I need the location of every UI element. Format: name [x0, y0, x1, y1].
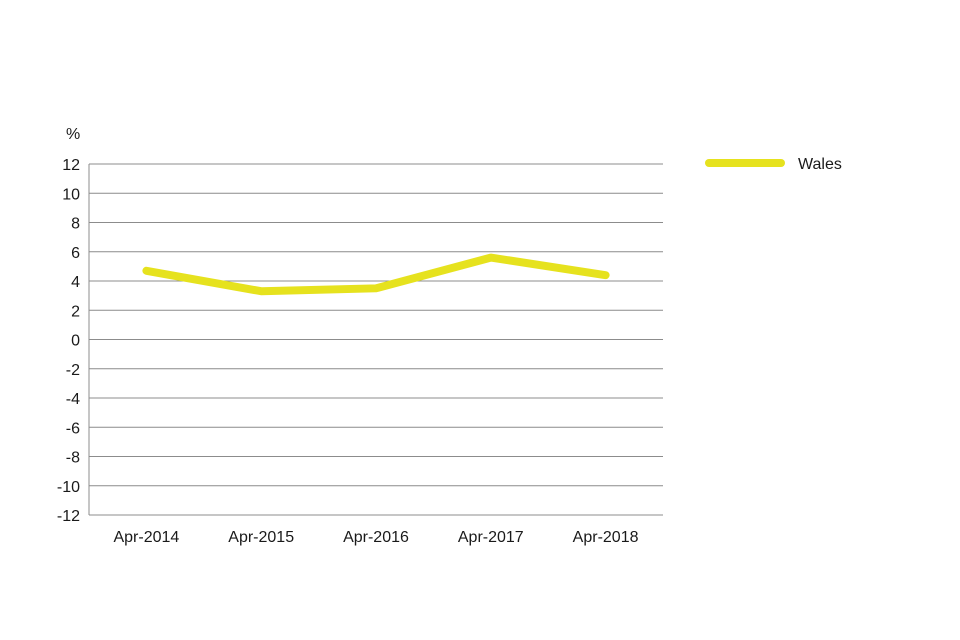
series [142, 253, 610, 296]
series-line-wales [142, 253, 610, 296]
y-tick-label: -2 [66, 362, 80, 379]
x-tick-label: Apr-2014 [113, 529, 179, 546]
y-tick-label: 8 [71, 216, 80, 233]
y-tick-label: 10 [62, 186, 80, 203]
y-tick-labels: 12 10 8 6 4 2 0 -2 -4 -6 -8 -10 -12 [57, 157, 80, 525]
y-tick-label: 4 [71, 274, 80, 291]
x-tick-label: Apr-2015 [228, 529, 294, 546]
x-tick-label: Apr-2018 [573, 529, 639, 546]
y-axis-label: % [66, 126, 80, 143]
y-tick-label: -4 [66, 391, 80, 408]
legend: Wales [705, 156, 842, 173]
legend-label: Wales [798, 156, 842, 173]
y-tick-label: 2 [71, 303, 80, 320]
x-tick-label: Apr-2016 [343, 529, 409, 546]
y-tick-label: -6 [66, 420, 80, 437]
y-tick-label: -8 [66, 450, 80, 467]
y-tick-label: -10 [57, 479, 80, 496]
y-tick-label: 0 [71, 333, 80, 350]
axes: % [66, 126, 90, 515]
x-tick-labels: Apr-2014 Apr-2015 Apr-2016 Apr-2017 Apr-2018 [113, 529, 638, 546]
y-tick-label: 6 [71, 245, 80, 262]
y-tick-label: 12 [62, 157, 80, 174]
x-tick-label: Apr-2017 [458, 529, 524, 546]
y-tick-label: -12 [57, 508, 80, 525]
grid [89, 163, 663, 516]
